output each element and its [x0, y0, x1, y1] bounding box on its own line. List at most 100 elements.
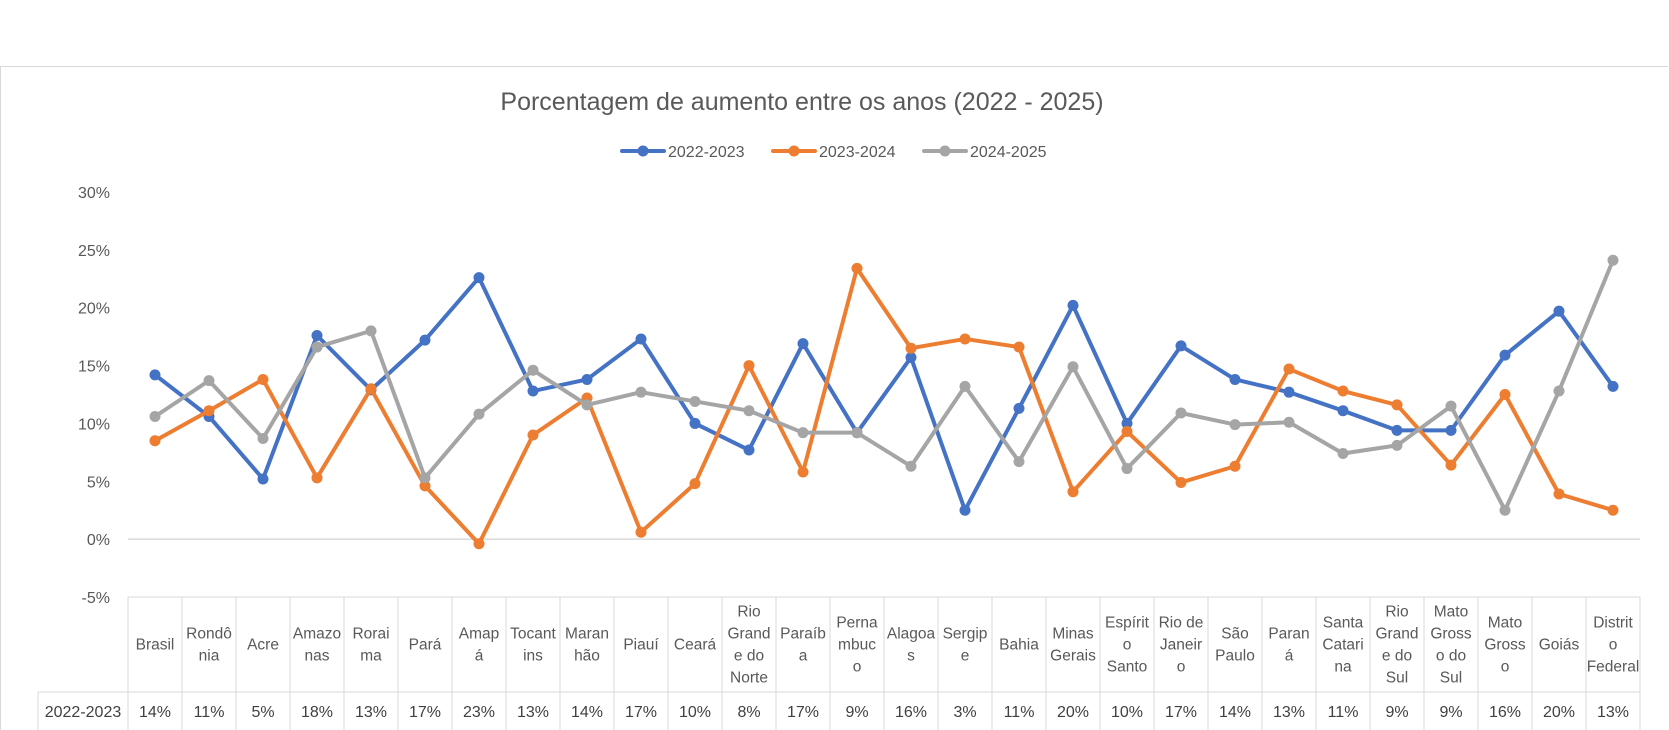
category-label: Paran á: [1268, 626, 1309, 665]
legend-label: 2024-2025: [970, 144, 1047, 161]
series-2024-2025: [149, 254, 1619, 516]
table-cell-value: 14%: [1219, 704, 1251, 721]
data-point: [419, 472, 431, 484]
table-cell-value: 13%: [517, 704, 549, 721]
data-point: [1445, 400, 1457, 412]
table-cell-value: 11%: [194, 704, 225, 721]
data-point: [689, 417, 701, 429]
legend-label: 2022-2023: [668, 144, 745, 161]
data-point: [743, 360, 755, 372]
category-label: Rio Grand e do Sul: [1375, 604, 1418, 687]
data-point: [959, 380, 971, 392]
table-cell-value: 14%: [571, 704, 603, 721]
data-point: [1175, 476, 1187, 488]
category-label: Tocant ins: [510, 626, 556, 665]
data-point: [311, 472, 323, 484]
table-cell-value: 16%: [1489, 704, 1521, 721]
table-cell-value: 14%: [139, 704, 171, 721]
category-label: Mato Gross o do Sul: [1430, 604, 1472, 687]
data-point: [473, 408, 485, 420]
table-cell-value: 13%: [355, 704, 387, 721]
data-point: [797, 466, 809, 478]
legend-item: 2024-2025: [922, 144, 1047, 161]
category-label: Sergip e: [943, 626, 988, 665]
table-cell-value: 11%: [1004, 704, 1035, 721]
data-point: [527, 385, 539, 397]
table-cell-value: 13%: [1597, 704, 1629, 721]
table-cell-value: 3%: [953, 704, 976, 721]
data-point: [1067, 486, 1079, 498]
data-point: [1283, 416, 1295, 428]
category-label: Goiás: [1539, 637, 1580, 654]
data-point: [959, 333, 971, 345]
category-label: Perna mbuc o: [836, 615, 878, 676]
data-point: [1067, 361, 1079, 373]
table-cell-value: 10%: [1111, 704, 1143, 721]
legend-item: 2022-2023: [620, 144, 745, 161]
category-label: Piauí: [623, 637, 659, 654]
y-tick-label: -5%: [82, 590, 110, 607]
table-cell-value: 20%: [1543, 704, 1575, 721]
category-label: Espírit o Santo: [1105, 615, 1150, 676]
data-point: [1013, 456, 1025, 468]
table-cell-value: 17%: [787, 704, 819, 721]
data-point: [1229, 460, 1241, 472]
data-point: [1337, 385, 1349, 397]
data-point: [905, 460, 917, 472]
category-label: Distrit o Federal: [1587, 615, 1640, 676]
data-point: [1499, 504, 1511, 516]
table-cell-value: 10%: [679, 704, 711, 721]
series-2023-2024: [149, 262, 1619, 550]
data-point: [635, 526, 647, 538]
y-tick-label: 20%: [78, 301, 110, 318]
data-point: [797, 338, 809, 350]
y-tick-label: 30%: [78, 185, 110, 202]
table-cell-value: 16%: [895, 704, 927, 721]
category-label: Brasil: [136, 637, 175, 654]
category-label: Bahia: [999, 637, 1039, 654]
data-point: [149, 435, 161, 447]
category-label: Paraíb a: [780, 626, 826, 665]
y-axis: -5% 0% 5% 10% 15% 20% 25% 30%: [78, 185, 110, 607]
data-point: [527, 429, 539, 441]
data-point: [1607, 254, 1619, 266]
data-point: [1607, 380, 1619, 392]
table-cell-value: 9%: [845, 704, 868, 721]
data-point: [149, 410, 161, 422]
data-point: [473, 538, 485, 550]
data-point: [419, 480, 431, 492]
data-point: [797, 427, 809, 439]
data-point: [635, 333, 647, 345]
data-point: [1391, 399, 1403, 411]
data-point: [1283, 363, 1295, 375]
series-layer: [149, 254, 1619, 550]
category-label: Acre: [247, 637, 279, 654]
data-point: [1337, 405, 1349, 417]
data-point: [1175, 407, 1187, 419]
data-point: [1553, 385, 1565, 397]
data-point: [743, 405, 755, 417]
data-table: Brasil Rondô nia Acre Amazo nas Rorai ma Pará Ama…: [37, 596, 1641, 730]
data-point: [149, 369, 161, 381]
y-tick-label: 15%: [78, 359, 110, 376]
category-label: Rio Grand e do Norte: [727, 604, 770, 687]
data-point: [1337, 448, 1349, 460]
legend-label: 2023-2024: [819, 144, 896, 161]
y-tick-label: 10%: [78, 416, 110, 433]
chart-title: Porcentagem de aumento entre os anos (20…: [500, 88, 1103, 116]
category-label: Amap á: [459, 626, 500, 665]
legend-swatch-marker: [939, 145, 951, 157]
data-point: [743, 444, 755, 456]
legend-swatch-marker: [637, 145, 649, 157]
data-point: [851, 427, 863, 439]
data-point: [689, 478, 701, 490]
y-tick-label: 5%: [87, 474, 110, 491]
category-label: Mato Gross o: [1484, 615, 1526, 676]
data-point: [959, 504, 971, 516]
data-point: [581, 399, 593, 411]
data-point: [1229, 373, 1241, 385]
data-point: [527, 364, 539, 376]
series-line: [153, 258, 1615, 513]
data-point: [1175, 340, 1187, 352]
